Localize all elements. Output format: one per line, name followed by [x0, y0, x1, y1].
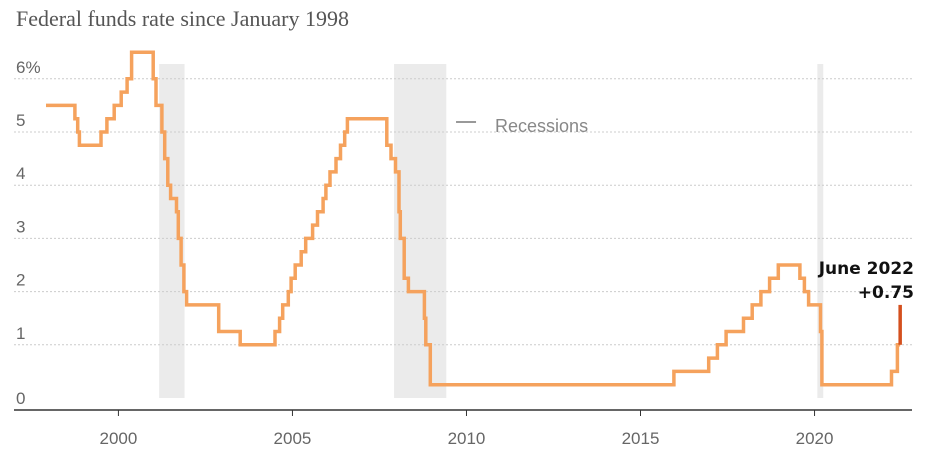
- y-tick-label: 0: [16, 389, 25, 408]
- gridlines: [14, 78, 912, 411]
- y-tick-label: 6%: [16, 58, 41, 77]
- annotation-date: June 2022: [818, 259, 914, 279]
- chart-title: Federal funds rate since January 1998: [16, 6, 349, 31]
- x-tick-label: 2010: [448, 429, 486, 448]
- x-tick-label: 2000: [100, 429, 138, 448]
- series-layer: [46, 50, 902, 387]
- recession-band: [394, 64, 447, 398]
- y-tick-label: 5: [16, 111, 25, 130]
- x-axis-ticks: 2000 2005 2010 2015 2020: [100, 410, 834, 448]
- x-tick-label: 2020: [796, 429, 834, 448]
- y-axis-ticks: 0 1 2 3 4 5 6%: [16, 58, 41, 408]
- y-tick-label: 1: [16, 324, 25, 343]
- annotation-change: +0.75: [858, 283, 914, 303]
- legend: Recessions: [456, 116, 588, 136]
- rate-line: [46, 50, 901, 387]
- x-tick-label: 2015: [622, 429, 660, 448]
- x-tick-label: 2005: [274, 429, 312, 448]
- y-tick-label: 3: [16, 217, 25, 236]
- legend-label: Recessions: [495, 116, 588, 136]
- y-tick-label: 4: [16, 164, 25, 183]
- recession-band: [817, 64, 824, 398]
- annotation: June 2022 +0.75: [818, 259, 914, 303]
- recession-bands: [159, 64, 824, 398]
- y-tick-label: 2: [16, 271, 25, 290]
